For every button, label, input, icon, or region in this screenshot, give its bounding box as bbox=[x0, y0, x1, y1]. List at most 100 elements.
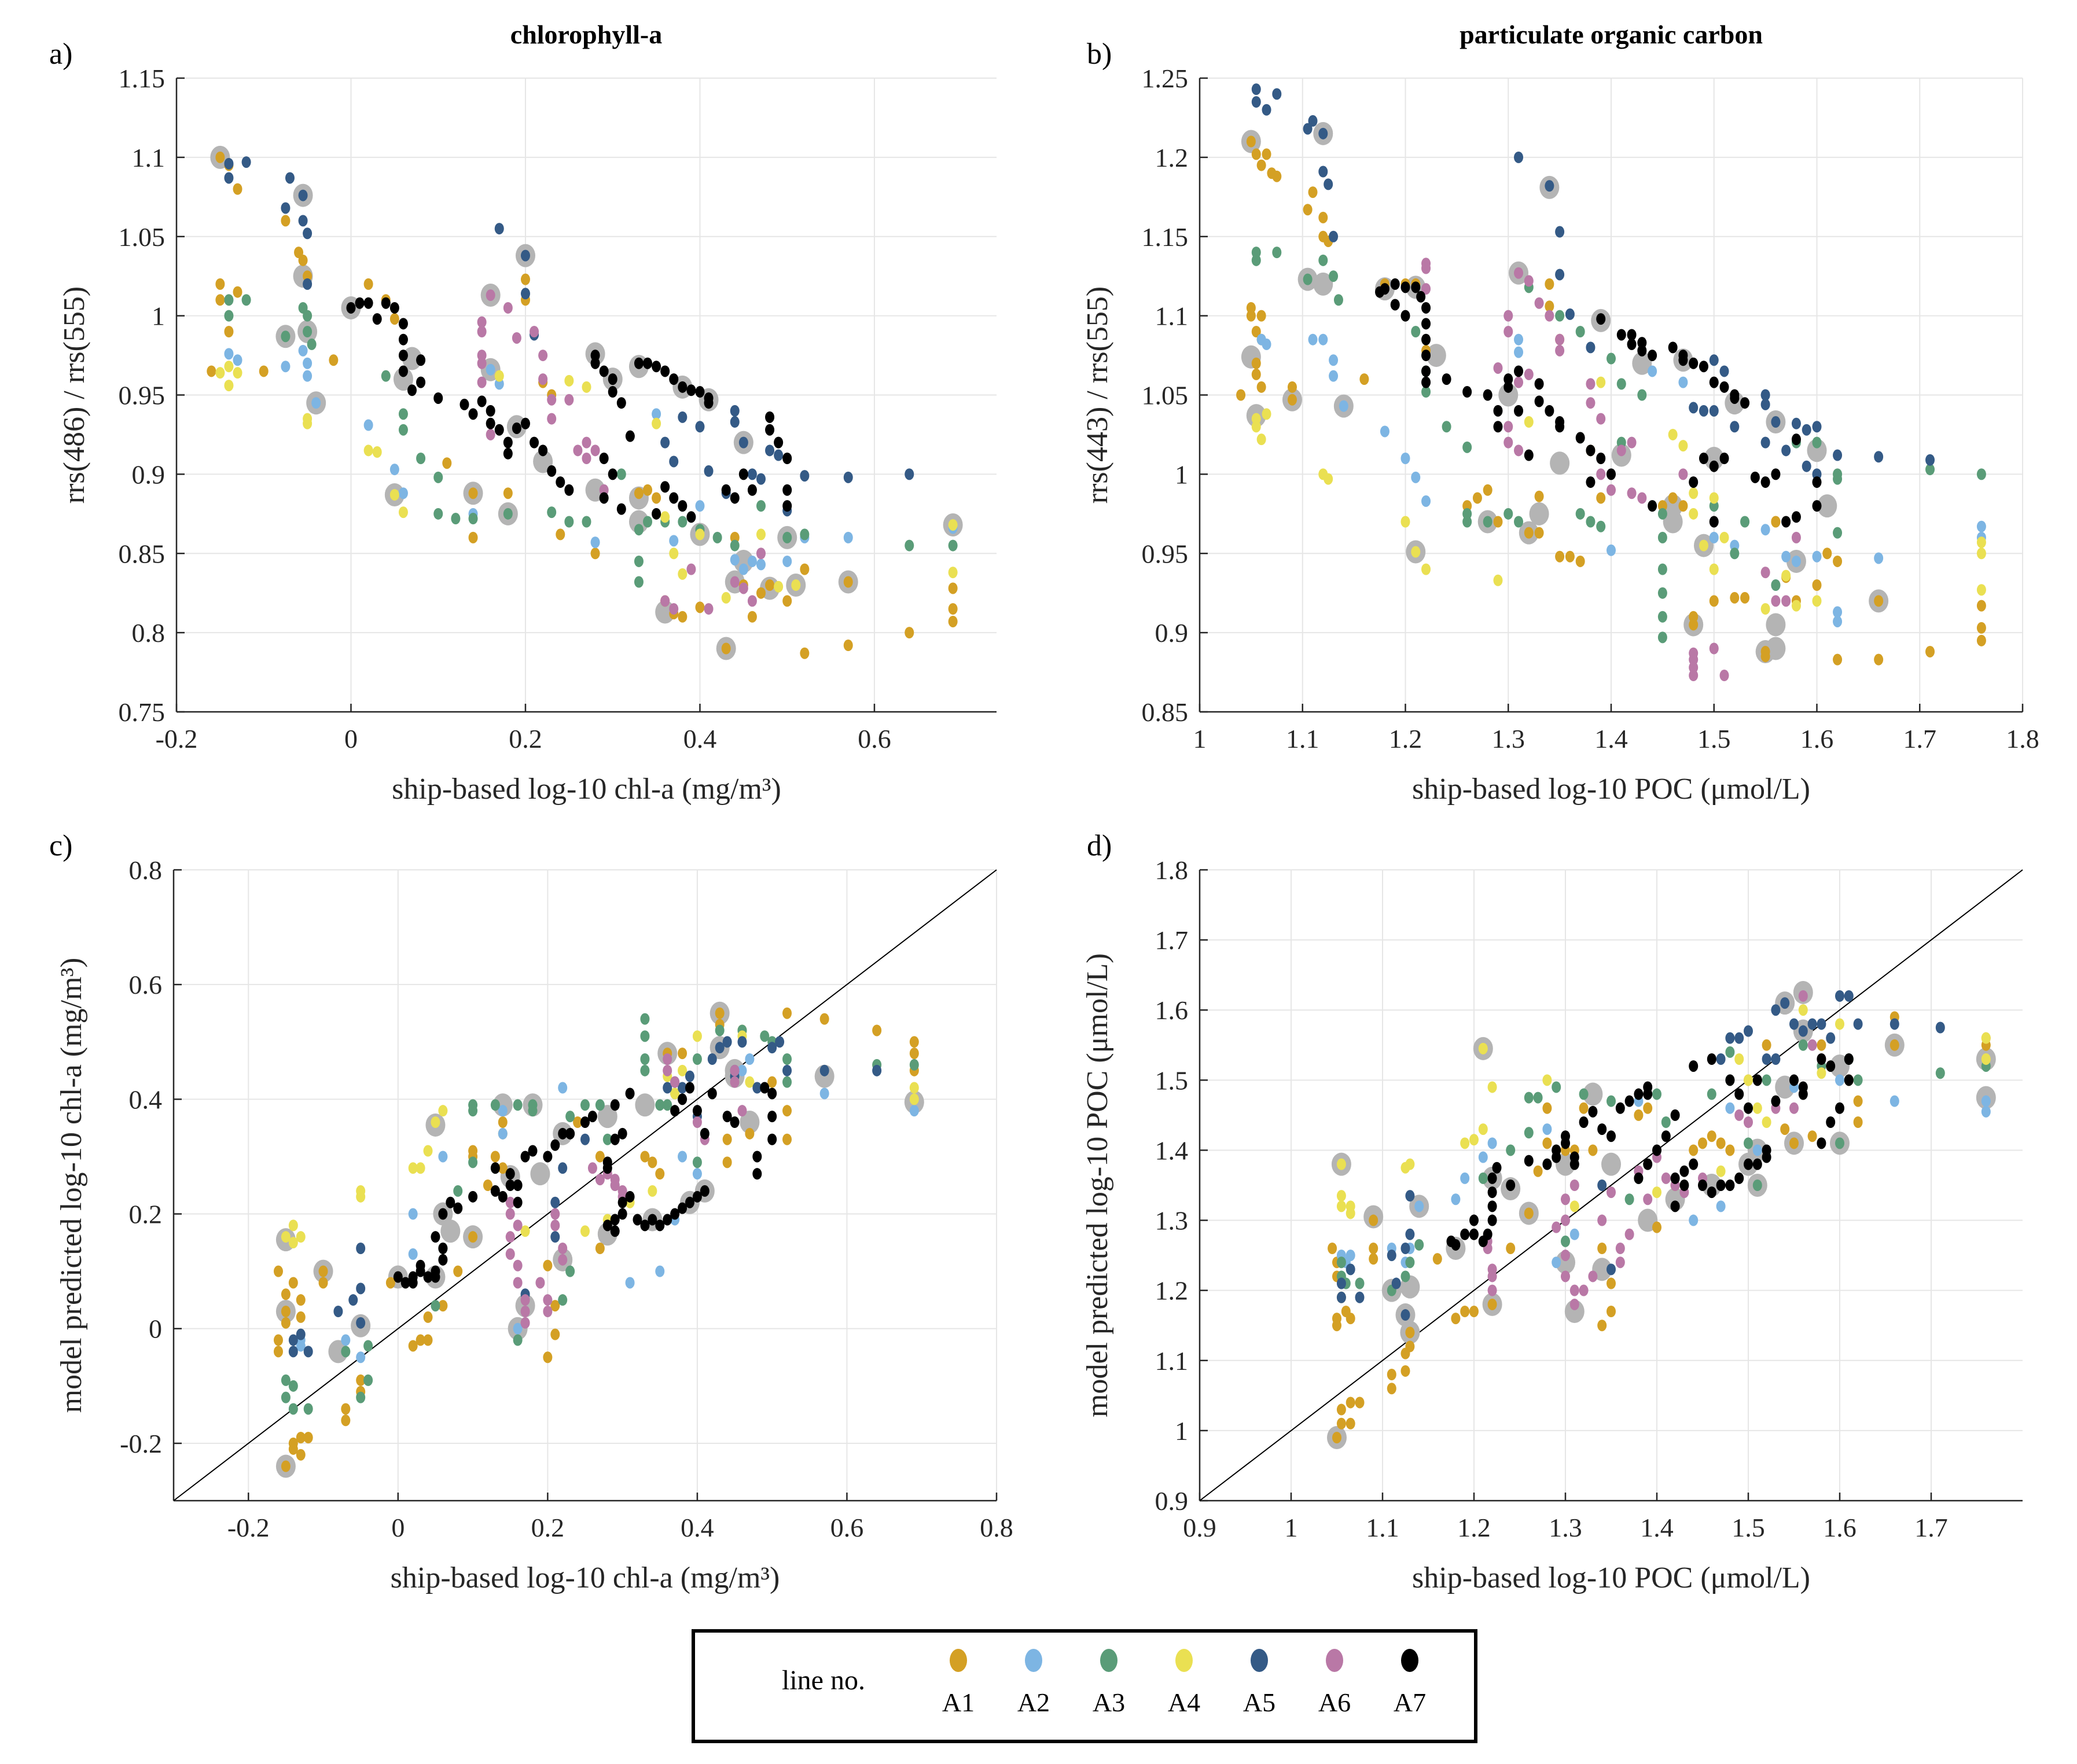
point-a5 bbox=[1597, 1179, 1607, 1191]
point-a7 bbox=[1798, 1088, 1808, 1100]
point-a1 bbox=[329, 354, 339, 366]
point-a3 bbox=[1798, 1039, 1808, 1051]
point-a7 bbox=[590, 357, 600, 369]
point-a7 bbox=[398, 333, 408, 346]
point-a7 bbox=[752, 1151, 762, 1163]
y-tick-label: 0.95 bbox=[119, 381, 166, 410]
point-a1 bbox=[1524, 1207, 1534, 1219]
point-a6 bbox=[477, 350, 487, 362]
point-a7 bbox=[685, 1082, 694, 1094]
point-a3 bbox=[513, 1334, 523, 1346]
point-a7 bbox=[587, 1111, 597, 1123]
point-a3 bbox=[1561, 1235, 1570, 1247]
point-a6 bbox=[663, 1053, 672, 1065]
point-a4 bbox=[224, 380, 234, 392]
point-a5 bbox=[730, 405, 740, 417]
x-tick-label: 0.2 bbox=[531, 1513, 565, 1542]
point-a7 bbox=[1421, 302, 1431, 314]
point-a6 bbox=[1487, 1270, 1497, 1282]
point-a1 bbox=[1251, 148, 1261, 160]
point-a3 bbox=[782, 1053, 792, 1065]
point-a1 bbox=[765, 579, 775, 591]
point-a1 bbox=[498, 1162, 508, 1174]
point-a6 bbox=[1607, 484, 1616, 496]
point-a7 bbox=[634, 357, 644, 369]
point-a7 bbox=[393, 1271, 403, 1283]
point-a3 bbox=[1552, 1081, 1561, 1093]
point-a6 bbox=[505, 1248, 515, 1260]
y-tick-label: 1 bbox=[1175, 1416, 1188, 1446]
point-a1 bbox=[1472, 492, 1482, 504]
y-tick-label: 1.05 bbox=[119, 222, 166, 252]
y-tick-label: 0.85 bbox=[119, 539, 166, 568]
point-a1 bbox=[643, 484, 653, 496]
point-a4 bbox=[948, 567, 958, 579]
point-a5 bbox=[1760, 436, 1770, 449]
point-a3 bbox=[503, 508, 513, 520]
point-a6 bbox=[1615, 1243, 1625, 1254]
highlight-ring-a3 bbox=[1663, 510, 1683, 534]
x-tick-label: 0.4 bbox=[683, 724, 717, 754]
point-a7 bbox=[1451, 1239, 1461, 1251]
point-a7 bbox=[477, 395, 487, 407]
point-a5 bbox=[715, 1042, 725, 1054]
point-a1 bbox=[1469, 1306, 1479, 1317]
point-a6 bbox=[1596, 468, 1606, 480]
point-a7 bbox=[1707, 1053, 1716, 1065]
point-a7 bbox=[730, 1116, 740, 1128]
point-a1 bbox=[843, 640, 853, 652]
point-a7 bbox=[610, 1225, 620, 1237]
point-a4 bbox=[669, 547, 679, 560]
y-tick-label: 1 bbox=[152, 302, 165, 331]
point-a4 bbox=[1689, 487, 1699, 499]
point-a2 bbox=[1262, 338, 1271, 350]
point-a4 bbox=[1524, 416, 1534, 428]
point-a7 bbox=[363, 297, 373, 309]
point-a6 bbox=[1569, 1179, 1579, 1191]
point-a7 bbox=[416, 376, 426, 388]
point-a4 bbox=[389, 488, 399, 501]
point-a4 bbox=[288, 1237, 298, 1249]
point-a4 bbox=[678, 568, 688, 580]
highlight-ring-a7 bbox=[440, 1219, 461, 1243]
point-a3 bbox=[760, 1030, 770, 1042]
point-a4 bbox=[1493, 574, 1503, 586]
point-a4 bbox=[695, 528, 705, 541]
point-a3 bbox=[715, 1024, 725, 1037]
point-a1 bbox=[1780, 1123, 1790, 1135]
point-a5 bbox=[356, 1282, 366, 1295]
point-a3 bbox=[451, 513, 461, 525]
point-a3 bbox=[1414, 1239, 1424, 1251]
point-a6 bbox=[1624, 1228, 1634, 1240]
point-a1 bbox=[1817, 1039, 1826, 1051]
legend-item-a1: A1 bbox=[935, 1649, 981, 1718]
point-a1 bbox=[905, 627, 914, 639]
point-a5 bbox=[678, 411, 688, 423]
point-a2 bbox=[692, 1168, 702, 1180]
point-a7 bbox=[1678, 354, 1688, 366]
point-a6 bbox=[1493, 362, 1503, 374]
point-a7 bbox=[747, 484, 757, 496]
point-a4 bbox=[660, 511, 670, 523]
point-a3 bbox=[640, 1013, 650, 1025]
point-a5 bbox=[782, 1064, 792, 1076]
point-a6 bbox=[1689, 670, 1699, 682]
point-a4 bbox=[1336, 1200, 1346, 1212]
point-a7 bbox=[1634, 1088, 1644, 1100]
point-a1 bbox=[1272, 170, 1282, 182]
point-a2 bbox=[1478, 1151, 1488, 1163]
point-a7 bbox=[738, 468, 748, 480]
point-a1 bbox=[1328, 1243, 1337, 1254]
point-a6 bbox=[756, 547, 766, 560]
point-a6 bbox=[1514, 376, 1524, 388]
point-a3 bbox=[398, 408, 408, 420]
point-a1 bbox=[1460, 1306, 1470, 1317]
point-a7 bbox=[1503, 373, 1513, 385]
point-a5 bbox=[1303, 123, 1313, 135]
point-a7 bbox=[490, 1162, 500, 1174]
point-a6 bbox=[1627, 487, 1637, 499]
point-a7 bbox=[643, 357, 653, 369]
point-a7 bbox=[520, 1151, 530, 1163]
point-a4 bbox=[431, 1116, 440, 1128]
point-a6 bbox=[558, 1254, 568, 1266]
